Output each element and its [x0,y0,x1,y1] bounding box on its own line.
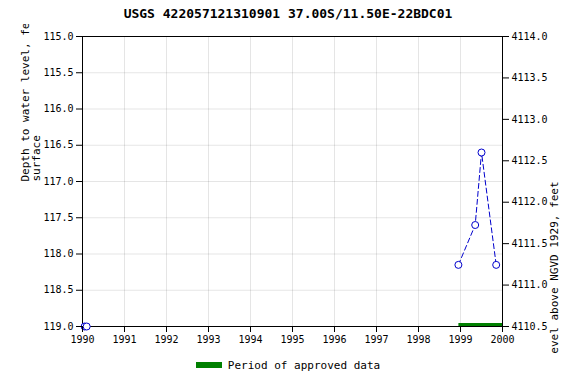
svg-text:Depth to water level, feet bel: Depth to water level, feet below landsur… [19,24,43,182]
svg-text:117.0: 117.0 [43,176,73,187]
svg-text:2000: 2000 [490,334,514,345]
svg-text:1990: 1990 [70,334,94,345]
svg-text:115.5: 115.5 [43,67,73,78]
svg-text:4111.5: 4111.5 [512,238,548,249]
svg-text:1993: 1993 [196,334,220,345]
svg-text:116.0: 116.0 [43,103,73,114]
svg-text:115.0: 115.0 [43,31,73,42]
svg-text:4112.5: 4112.5 [512,155,548,166]
svg-text:118.0: 118.0 [43,248,73,259]
svg-text:1996: 1996 [322,334,346,345]
html-text:Period of approved data: Period of approved data [227,358,381,372]
html-text:USGS 422057121310901 37.00S/11: USGS 422057121310901 37.00S/11.50E-22BDC… [123,6,453,21]
svg-text:4113.0: 4113.0 [512,114,548,125]
svg-text:4110.5: 4110.5 [512,321,548,332]
svg-text:1994: 1994 [238,334,262,345]
svg-text:1997: 1997 [364,334,388,345]
svg-text:117.5: 117.5 [43,212,73,223]
svg-text:4114.0: 4114.0 [512,31,548,42]
svg-text:1998: 1998 [406,334,430,345]
svg-text:119.0: 119.0 [43,321,73,332]
svg-text:4111.0: 4111.0 [512,279,548,290]
svg-text:1995: 1995 [280,334,304,345]
svg-text:Groundwater level above NGVD 1: Groundwater level above NGVD 1929, feet [548,182,561,355]
svg-text:1992: 1992 [154,334,178,345]
svg-text:1991: 1991 [112,334,136,345]
svg-text:116.5: 116.5 [43,139,73,150]
svg-text:4113.5: 4113.5 [512,72,548,83]
svg-text:1999: 1999 [448,334,472,345]
svg-text:118.5: 118.5 [43,284,73,295]
svg-text:4112.0: 4112.0 [512,196,548,207]
